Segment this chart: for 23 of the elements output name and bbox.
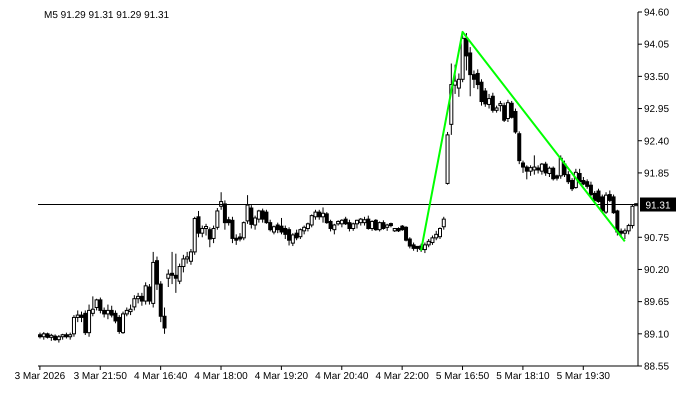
y-tick-label: 93.50 [644,72,670,83]
x-tick-label: 4 Mar 18:00 [194,371,248,382]
ref-line-label: 91.31 [645,200,671,212]
chart-title: M5 91.29 91.31 91.29 91.31 [44,10,170,21]
x-tick-label: 5 Mar 18:10 [496,371,550,382]
y-tick-label: 92.95 [644,104,670,116]
y-tick-label: 94.05 [644,40,670,51]
x-tick-label: 4 Mar 20:40 [315,371,369,382]
y-tick-label: 92.40 [644,136,670,148]
y-tick-label: 89.65 [644,297,670,308]
x-tick-label: 3 Mar 2026 [14,371,66,382]
y-tick-label: 90.20 [644,265,670,276]
y-tick-label: 90.75 [644,232,670,244]
x-tick-label: 4 Mar 22:00 [375,371,430,382]
y-tick-label: 88.55 [644,362,670,373]
x-tick-label: 3 Mar 21:50 [74,371,128,382]
y-tick-label: 89.10 [644,329,670,340]
x-tick-label: 4 Mar 16:40 [134,371,188,382]
x-tick-label: 5 Mar 19:30 [556,371,610,382]
y-tick-label: 94.60 [644,8,670,19]
y-tick-label: 91.85 [644,168,670,180]
x-tick-label: 4 Mar 19:20 [254,371,309,382]
x-tick-label: 5 Mar 16:50 [436,371,490,382]
